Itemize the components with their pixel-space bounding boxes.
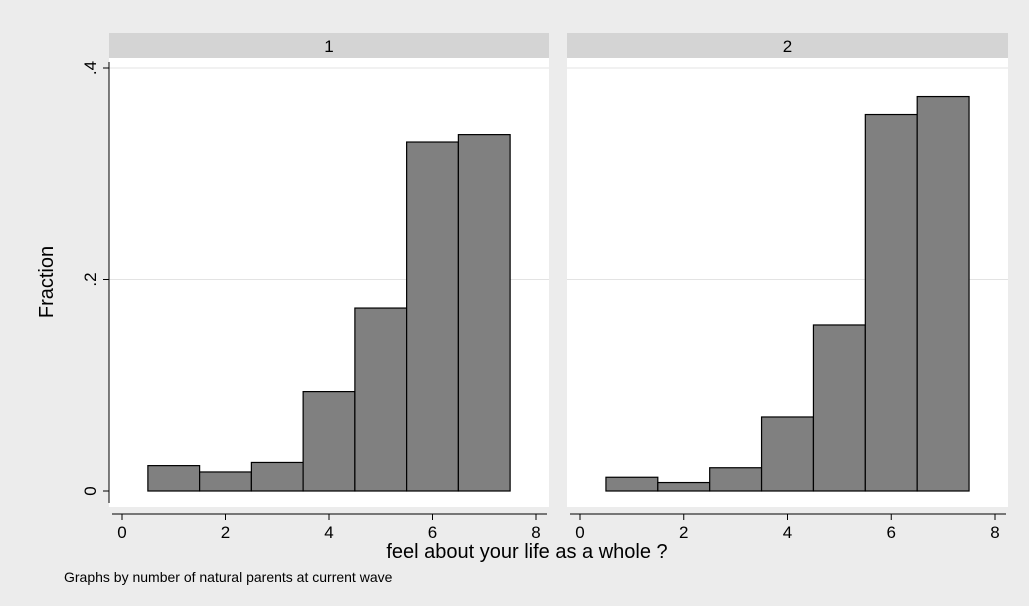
- histogram-bar: [302, 390, 356, 492]
- x-tick-label: 8: [990, 523, 999, 542]
- histogram-bar: [605, 476, 659, 492]
- y-axis-label: Fraction: [36, 246, 58, 318]
- histogram-bar: [657, 481, 711, 492]
- histogram-bar: [709, 467, 763, 492]
- histogram-bar: [199, 471, 252, 492]
- histogram-bar: [147, 465, 201, 492]
- y-tick-label: .4: [81, 61, 100, 75]
- x-tick-label: 4: [783, 523, 792, 542]
- x-tick-label: 6: [428, 523, 437, 542]
- histogram-bar: [457, 134, 511, 492]
- chart-note: Graphs by number of natural parents at c…: [64, 569, 393, 585]
- y-tick-label: 0: [81, 486, 100, 495]
- x-tick-label: 8: [531, 523, 540, 542]
- x-tick-label: 0: [117, 523, 126, 542]
- histogram-bar: [812, 324, 866, 492]
- y-tick-label: .2: [81, 272, 100, 286]
- panel-title: 1: [324, 37, 333, 56]
- histogram-bar: [916, 95, 970, 492]
- panel-header: [567, 33, 1008, 58]
- x-tick-label: 0: [575, 523, 584, 542]
- x-tick-label: 4: [324, 523, 333, 542]
- histogram-bar: [760, 416, 815, 492]
- panel-title: 2: [783, 37, 792, 56]
- x-tick-label: 2: [221, 523, 230, 542]
- histogram-bar: [864, 113, 918, 492]
- panel-2: 2 0 2 4 6 8: [567, 33, 1008, 542]
- panels: 1 0 2 4 6 8 0 .2 .4 2 0 2 4 6 8: [81, 33, 1008, 542]
- histogram-bar: [250, 461, 304, 492]
- x-axis-label: feel about your life as a whole ?: [386, 541, 667, 563]
- panel-1: 1 0 2 4 6 8 0 .2 .4: [81, 33, 549, 542]
- x-tick-label: 2: [679, 523, 688, 542]
- panel-header: [109, 33, 549, 58]
- histogram-bar: [406, 141, 459, 492]
- histogram-bar: [354, 307, 408, 492]
- x-tick-label: 6: [887, 523, 896, 542]
